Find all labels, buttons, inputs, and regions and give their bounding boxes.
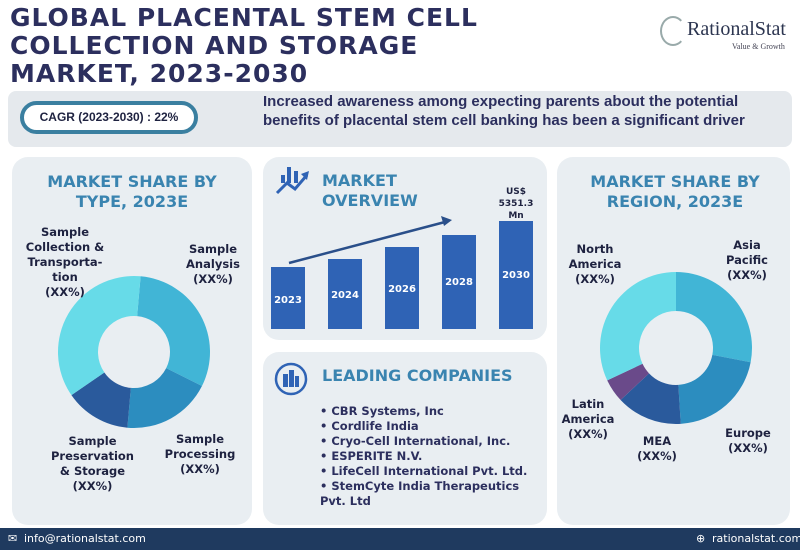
type-share-panel — [12, 157, 252, 525]
cagr-badge: CAGR (2023-2030) : 22% — [20, 101, 198, 134]
email-icon: ✉ — [8, 532, 18, 545]
type-chart-title: MARKET SHARE BY TYPE, 2023E — [47, 172, 217, 211]
donut-slice-asia-pacific — [676, 272, 752, 363]
footer-email[interactable]: info@rationalstat.com — [24, 532, 146, 545]
final-value-label: US$ 5351.3 Mn — [498, 187, 534, 221]
company-item: Cordlife India — [320, 419, 527, 434]
donut-slice-sample-collection-transporta-tion — [57, 276, 141, 396]
donut-slice-sample-analysis — [137, 276, 210, 387]
market-driver: Increased awareness among expecting pare… — [263, 93, 745, 129]
bar-label: 2028 — [445, 277, 473, 289]
label-processing: Sample Processing (XX%) — [164, 432, 236, 476]
bar-label: 2030 — [502, 269, 530, 281]
bar-label: 2023 — [274, 295, 302, 307]
donut-slice-sample-preservation-storage — [71, 372, 131, 428]
footer: ✉ info@rationalstat.com ⊕ rationalstat.c… — [0, 528, 800, 550]
logo: RationalStat Value & Growth — [660, 14, 795, 54]
leading-companies-title: LEADING COMPANIES — [322, 366, 513, 385]
donut-slice-north-america — [600, 272, 676, 381]
bar-2030 — [499, 221, 533, 329]
company-item: Cryo-Cell International, Inc. — [320, 434, 527, 449]
title-line: COLLECTION AND STORAGE — [10, 31, 419, 60]
donut-slice-europe — [678, 354, 751, 424]
logo-name: RationalStat — [687, 18, 786, 40]
region-chart-title: MARKET SHARE BY REGION, 2023E — [590, 172, 760, 211]
buildings-icon — [274, 362, 308, 396]
bar-label: 2026 — [388, 283, 416, 295]
companies-list: CBR Systems, Inc Cordlife India Cryo-Cel… — [320, 404, 527, 509]
footer-website[interactable]: rationalstat.com — [712, 532, 800, 545]
donut-slice-mea — [620, 373, 681, 425]
company-item: ESPERITE N.V. — [320, 449, 527, 464]
title-line: GLOBAL PLACENTAL STEM CELL — [10, 3, 478, 32]
bar-2028 — [442, 235, 476, 329]
bar-2026 — [385, 246, 419, 329]
label-mea: MEA (XX%) — [637, 434, 677, 463]
donut-slice-latin-america — [607, 363, 650, 401]
donut-slice-sample-processing — [127, 368, 202, 428]
label-analysis: Sample Analysis (XX%) — [186, 242, 240, 286]
logo-tagline: Value & Growth — [732, 42, 785, 51]
globe-icon: ⊕ — [696, 532, 706, 545]
title-line: MARKET, 2023-2030 — [10, 59, 309, 88]
company-item: StemCyte India Therapeutics Pvt. Ltd — [320, 479, 520, 509]
page-title: GLOBAL PLACENTAL STEM CELL COLLECTION AN… — [10, 4, 478, 88]
bar-2024 — [328, 258, 362, 329]
company-item: LifeCell International Pvt. Ltd. — [320, 464, 527, 479]
label-collection: Sample Collection & Transporta-tion (XX%) — [25, 225, 105, 299]
label-europe: Europe (XX%) — [725, 426, 771, 455]
market-overview-title: MARKET OVERVIEW — [322, 171, 418, 210]
growth-chart-icon — [275, 167, 309, 195]
label-asia-pacific: Asia Pacific (XX%) — [726, 238, 768, 282]
bar-2023 — [271, 267, 305, 329]
logo-ring-icon — [660, 16, 686, 46]
label-preservation: Sample Preservation & Storage (XX%) — [51, 434, 134, 493]
label-north-america: North America (XX%) — [568, 242, 622, 286]
bar-label: 2024 — [331, 290, 359, 302]
label-latin-america: Latin America (XX%) — [561, 397, 615, 441]
company-item: CBR Systems, Inc — [320, 404, 527, 419]
